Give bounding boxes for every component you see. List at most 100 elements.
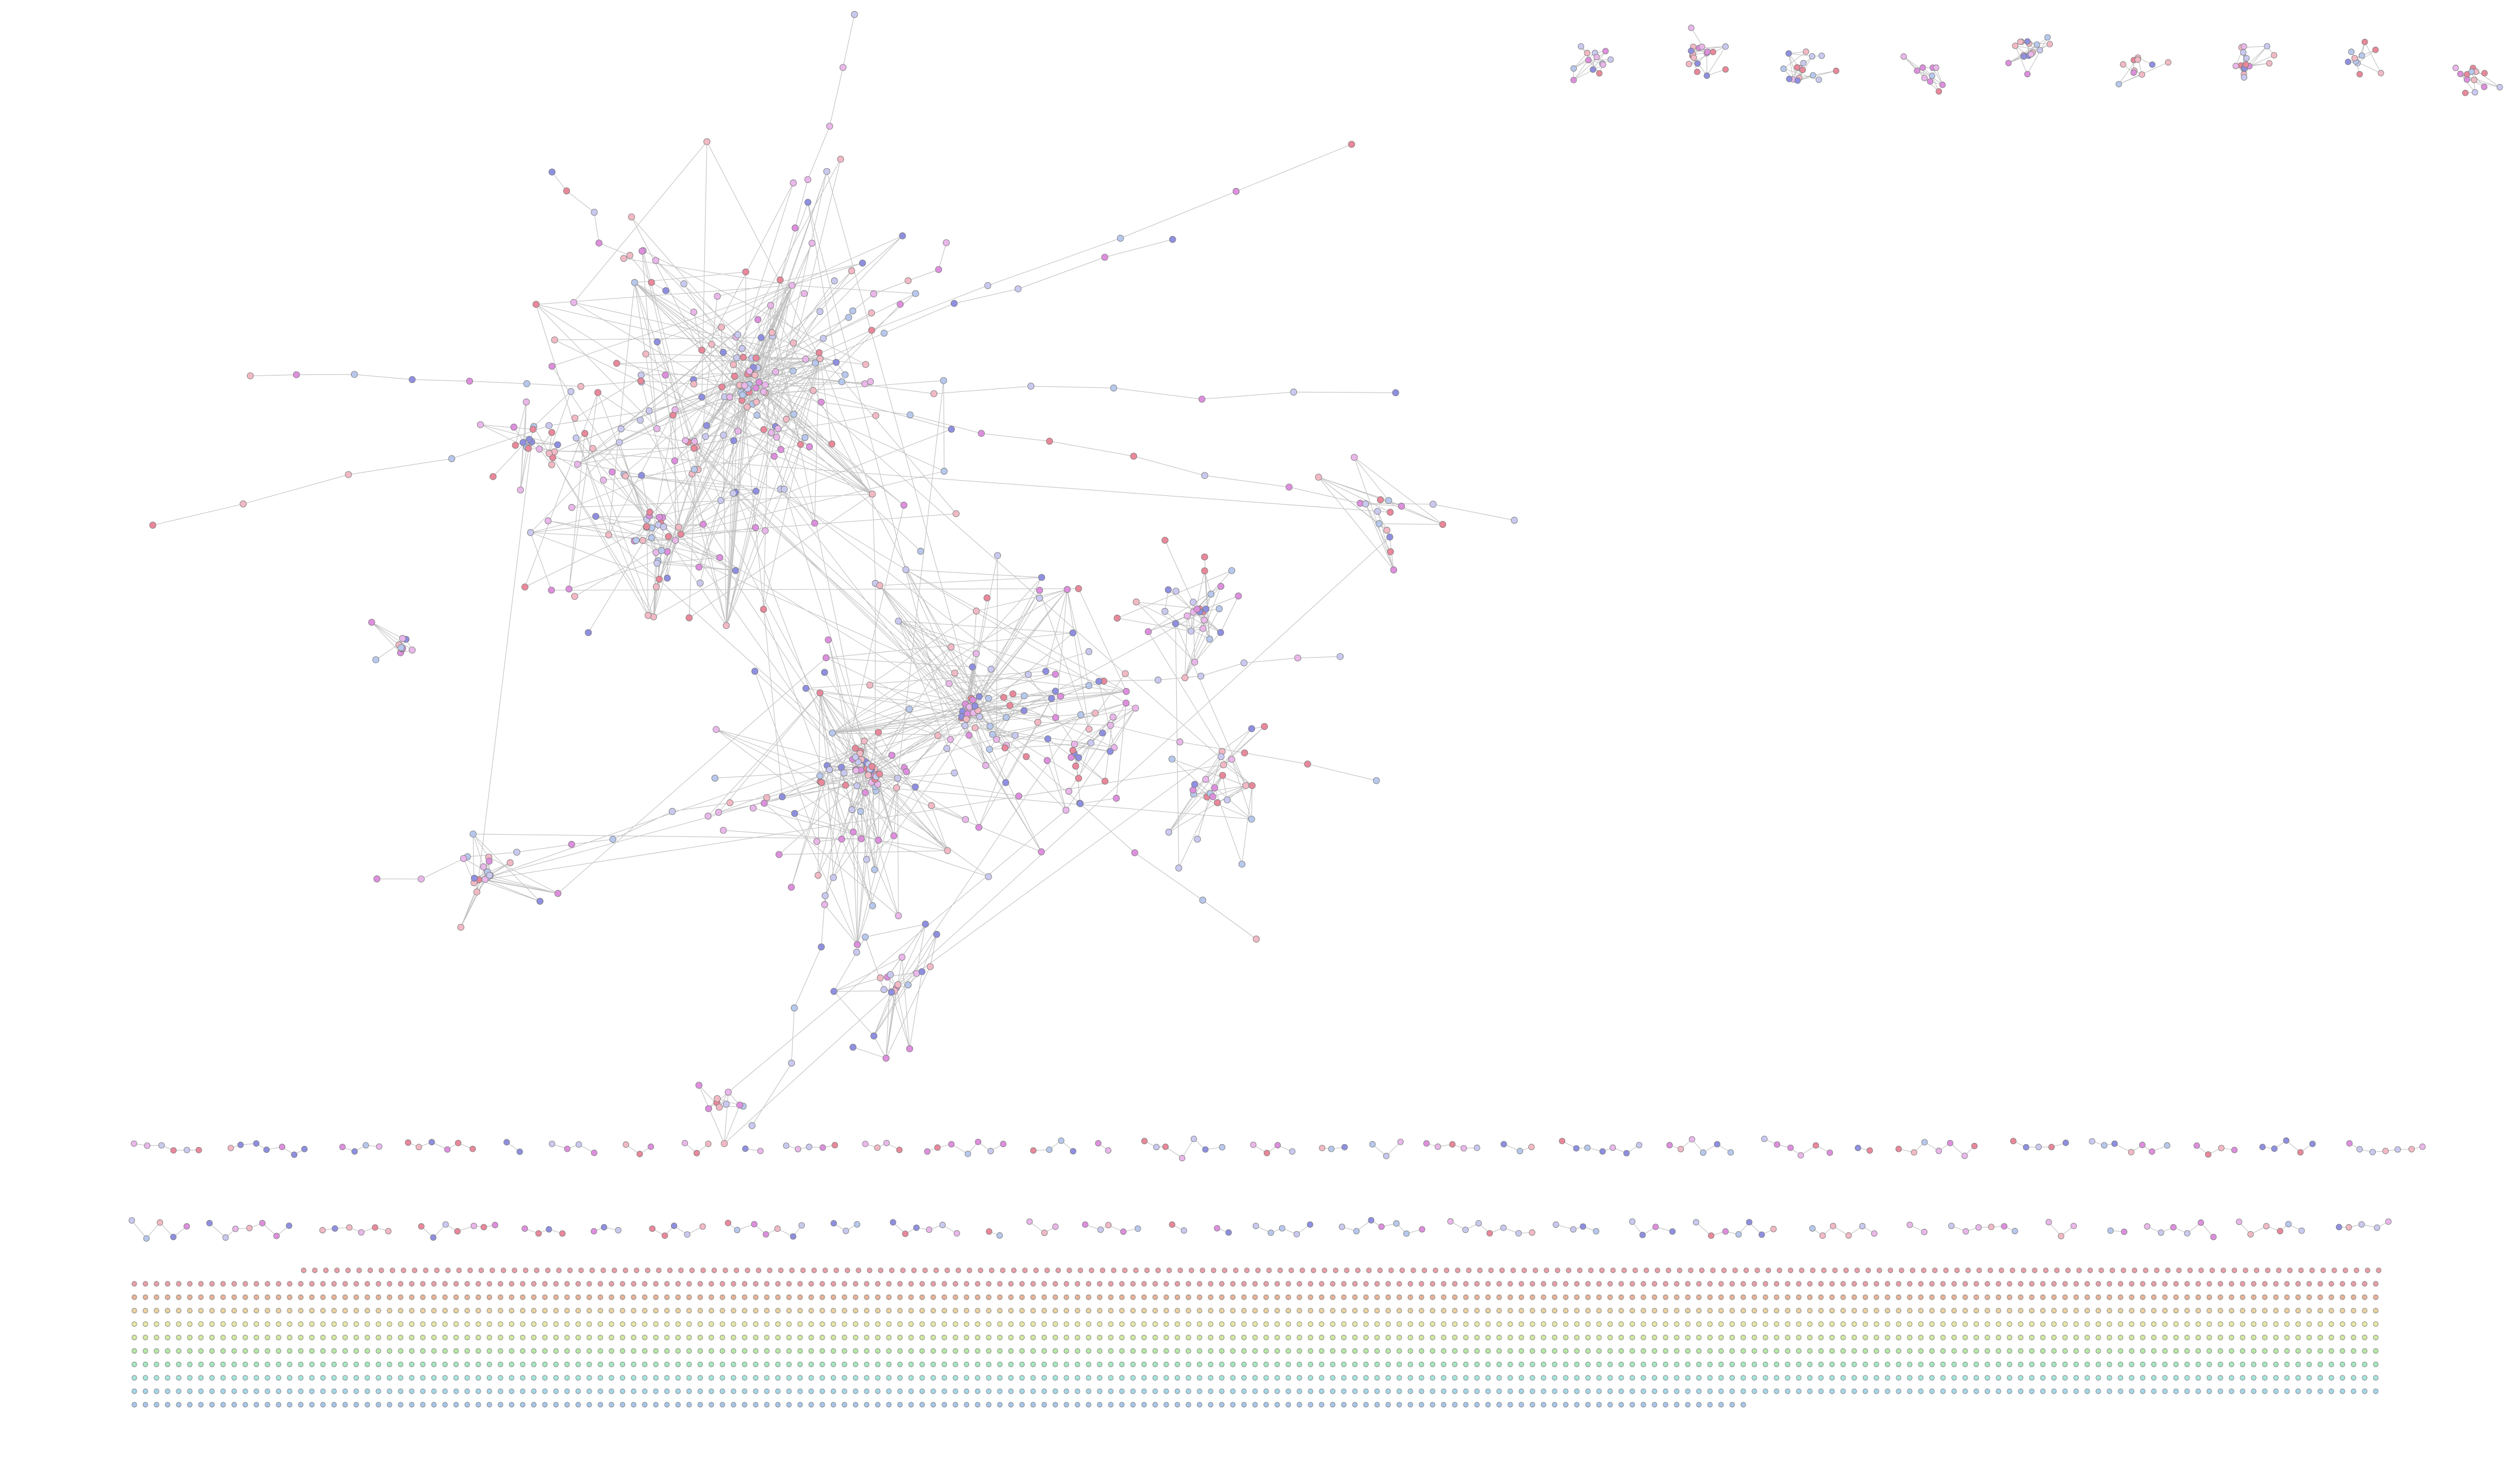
- graph-node: [1794, 77, 1801, 84]
- graph-node: [564, 1145, 571, 1152]
- isolated-node: [1041, 1321, 1047, 1327]
- graph-node: [788, 1059, 795, 1067]
- isolated-node: [2029, 1281, 2035, 1287]
- isolated-node: [653, 1388, 659, 1394]
- isolated-node: [131, 1348, 137, 1354]
- isolated-node: [2076, 1267, 2082, 1273]
- graph-node: [1799, 67, 1806, 74]
- isolated-node: [678, 1267, 684, 1273]
- isolated-node: [364, 1321, 370, 1327]
- graph-node: [1629, 1218, 1636, 1225]
- graph-node: [2130, 70, 2137, 76]
- graph-node: [888, 752, 895, 759]
- isolated-node: [919, 1375, 925, 1381]
- graph-node: [1386, 533, 1393, 541]
- isolated-node: [1363, 1281, 1369, 1287]
- isolated-node: [642, 1335, 648, 1340]
- graph-node: [1348, 141, 1355, 148]
- graph-node: [881, 329, 888, 337]
- isolated-node: [2084, 1335, 2090, 1340]
- isolated-node: [719, 1388, 725, 1394]
- isolated-node: [586, 1402, 592, 1408]
- isolated-node: [1019, 1294, 1025, 1300]
- isolated-node: [545, 1267, 551, 1273]
- isolated-node: [2362, 1348, 2368, 1354]
- isolated-node: [2129, 1294, 2135, 1300]
- graph-node: [1038, 574, 1045, 581]
- isolated-node: [941, 1402, 947, 1408]
- graph-node: [861, 933, 869, 941]
- graph-node: [1109, 713, 1117, 721]
- isolated-node: [1552, 1348, 1558, 1354]
- graph-node: [1165, 828, 1173, 836]
- isolated-node: [719, 1335, 725, 1340]
- isolated-node: [2240, 1348, 2246, 1354]
- isolated-node: [1396, 1308, 1402, 1314]
- isolated-node: [320, 1348, 326, 1354]
- isolated-node: [231, 1281, 237, 1287]
- isolated-node: [2206, 1308, 2212, 1314]
- isolated-node: [2262, 1294, 2268, 1300]
- isolated-node: [1052, 1308, 1058, 1314]
- graph-node: [1034, 718, 1041, 726]
- isolated-node: [597, 1402, 603, 1408]
- isolated-node: [1585, 1294, 1591, 1300]
- isolated-node: [1174, 1281, 1180, 1287]
- graph-node: [2356, 1146, 2363, 1153]
- isolated-node: [1829, 1308, 1835, 1314]
- isolated-node: [2273, 1294, 2279, 1300]
- graph-node: [751, 668, 759, 675]
- isolated-node: [1152, 1402, 1158, 1408]
- graph-node: [783, 1142, 790, 1149]
- isolated-node: [1097, 1321, 1103, 1327]
- isolated-node: [997, 1321, 1003, 1327]
- isolated-node: [886, 1402, 892, 1408]
- isolated-node: [930, 1321, 936, 1327]
- graph-node: [725, 1089, 732, 1096]
- isolated-node: [1984, 1321, 1990, 1327]
- isolated-node: [1230, 1335, 1236, 1340]
- graph-node: [948, 1141, 955, 1148]
- isolated-node: [1818, 1335, 1824, 1340]
- graph-node: [485, 857, 493, 865]
- isolated-node: [1851, 1375, 1857, 1381]
- isolated-node: [475, 1294, 481, 1300]
- isolated-node: [1430, 1375, 1435, 1381]
- isolated-node: [500, 1267, 506, 1273]
- graph-node: [976, 713, 983, 721]
- isolated-node: [864, 1281, 870, 1287]
- isolated-node: [564, 1348, 570, 1354]
- isolated-node: [1973, 1361, 1979, 1367]
- isolated-node: [911, 1267, 917, 1273]
- isolated-node: [209, 1281, 215, 1287]
- graph-node: [2231, 1147, 2238, 1154]
- isolated-node: [2173, 1361, 2179, 1367]
- isolated-node: [1008, 1388, 1014, 1394]
- isolated-node: [198, 1375, 204, 1381]
- isolated-node: [553, 1402, 559, 1408]
- graph-node: [1263, 1149, 1270, 1156]
- graph-node: [1223, 796, 1231, 804]
- isolated-node: [1297, 1348, 1302, 1354]
- isolated-node: [1818, 1294, 1824, 1300]
- isolated-node: [242, 1361, 248, 1367]
- isolated-node: [1186, 1348, 1191, 1354]
- isolated-node: [1796, 1375, 1802, 1381]
- isolated-node: [265, 1375, 270, 1381]
- isolated-node: [2273, 1361, 2279, 1367]
- graph-node: [1180, 1227, 1187, 1234]
- isolated-node: [1618, 1294, 1624, 1300]
- isolated-node: [1186, 1335, 1191, 1340]
- graph-node: [246, 372, 254, 380]
- graph-node: [965, 703, 973, 711]
- isolated-node: [2229, 1321, 2234, 1327]
- isolated-node: [1022, 1267, 1028, 1273]
- isolated-node: [1077, 1267, 1083, 1273]
- isolated-node: [1552, 1308, 1558, 1314]
- graph-node: [731, 373, 738, 380]
- graph-node: [1500, 1141, 1507, 1148]
- graph-node: [489, 473, 497, 480]
- isolated-node: [886, 1308, 892, 1314]
- isolated-node: [1244, 1267, 1250, 1273]
- isolated-node: [1474, 1335, 1480, 1340]
